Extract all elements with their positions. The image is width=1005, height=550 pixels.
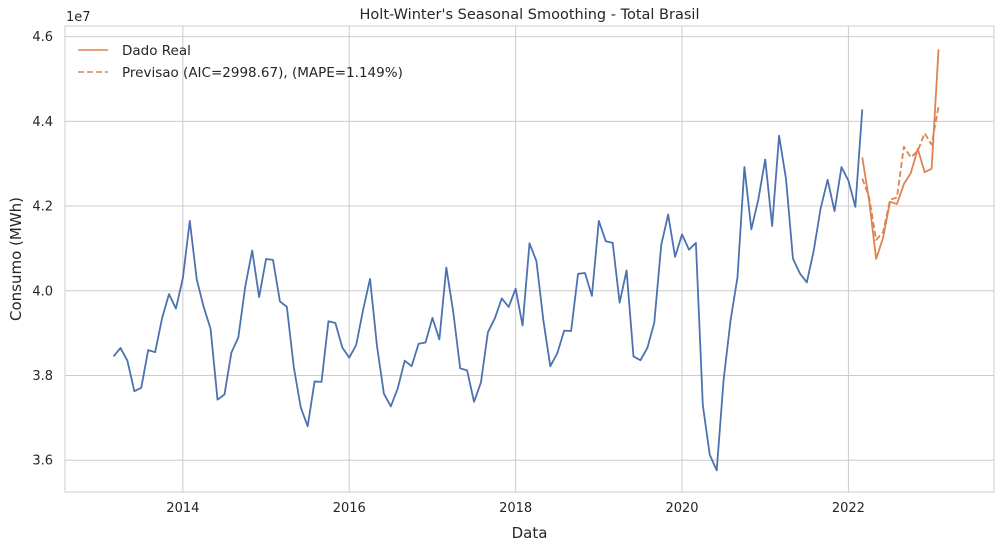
x-tick-label: 2022 — [832, 501, 865, 516]
y-tick-label: 4.2 — [32, 200, 53, 215]
legend-label-dado-real: Dado Real — [122, 43, 191, 59]
x-tick-labels: 2014 2016 2018 2020 2022 — [166, 501, 865, 516]
plot-area — [64, 25, 995, 493]
y-tick-label: 4.6 — [32, 30, 53, 45]
y-tick-label: 3.6 — [32, 454, 53, 469]
y-tick-label: 4.0 — [32, 284, 53, 299]
grid — [65, 26, 994, 492]
y-offset-label: 1e7 — [66, 10, 91, 25]
x-axis-label: Data — [512, 524, 548, 542]
y-tick-label: 4.4 — [32, 115, 53, 130]
y-axis-label: Consumo (MWh) — [7, 197, 25, 321]
series-line-historical — [112, 109, 864, 472]
x-tick-label: 2014 — [166, 501, 199, 516]
legend: Dado Real Previsao (AIC=2998.67), (MAPE=… — [78, 43, 403, 81]
legend-label-previsao: Previsao (AIC=2998.67), (MAPE=1.149%) — [122, 65, 403, 81]
x-tick-label: 2020 — [665, 501, 698, 516]
x-tick-label: 2016 — [333, 501, 366, 516]
series-line-previsao — [861, 106, 940, 241]
y-tick-label: 3.8 — [32, 369, 53, 384]
series-line-dado-real — [861, 49, 940, 260]
series-layer — [112, 49, 940, 472]
chart-title: Holt-Winter's Seasonal Smoothing - Total… — [360, 7, 700, 23]
y-tick-labels: 3.6 3.8 4.0 4.2 4.4 4.6 — [32, 30, 53, 469]
x-tick-label: 2018 — [499, 501, 532, 516]
